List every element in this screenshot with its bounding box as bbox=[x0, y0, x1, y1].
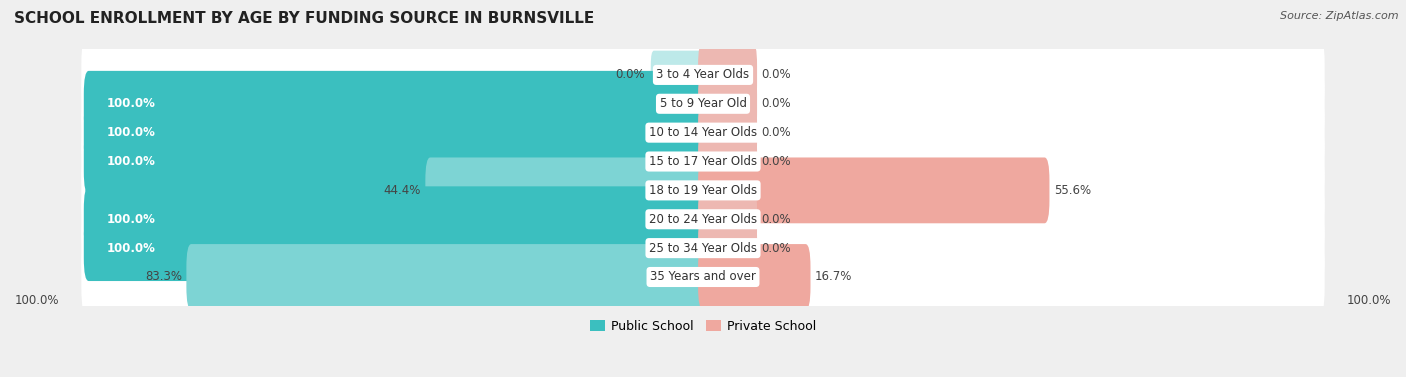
Text: 0.0%: 0.0% bbox=[762, 97, 792, 110]
Text: Source: ZipAtlas.com: Source: ZipAtlas.com bbox=[1281, 11, 1399, 21]
Text: 0.0%: 0.0% bbox=[762, 68, 792, 81]
FancyBboxPatch shape bbox=[84, 215, 707, 281]
Legend: Public School, Private School: Public School, Private School bbox=[585, 315, 821, 338]
Text: 100.0%: 100.0% bbox=[107, 242, 156, 254]
Text: 10 to 14 Year Olds: 10 to 14 Year Olds bbox=[650, 126, 756, 139]
Text: 100.0%: 100.0% bbox=[1347, 294, 1391, 307]
FancyBboxPatch shape bbox=[187, 244, 707, 310]
FancyBboxPatch shape bbox=[82, 59, 1324, 148]
FancyBboxPatch shape bbox=[699, 100, 756, 166]
Text: 0.0%: 0.0% bbox=[762, 155, 792, 168]
FancyBboxPatch shape bbox=[699, 129, 756, 195]
Text: 0.0%: 0.0% bbox=[762, 213, 792, 226]
Text: 83.3%: 83.3% bbox=[145, 270, 183, 284]
Text: 0.0%: 0.0% bbox=[762, 242, 792, 254]
Text: 55.6%: 55.6% bbox=[1053, 184, 1091, 197]
Text: 100.0%: 100.0% bbox=[107, 126, 156, 139]
Text: 44.4%: 44.4% bbox=[384, 184, 420, 197]
FancyBboxPatch shape bbox=[84, 186, 707, 252]
Text: 15 to 17 Year Olds: 15 to 17 Year Olds bbox=[650, 155, 756, 168]
FancyBboxPatch shape bbox=[82, 146, 1324, 235]
FancyBboxPatch shape bbox=[699, 244, 810, 310]
Text: 0.0%: 0.0% bbox=[762, 126, 792, 139]
FancyBboxPatch shape bbox=[82, 233, 1324, 322]
FancyBboxPatch shape bbox=[651, 51, 706, 99]
Text: 25 to 34 Year Olds: 25 to 34 Year Olds bbox=[650, 242, 756, 254]
Text: 16.7%: 16.7% bbox=[815, 270, 852, 284]
FancyBboxPatch shape bbox=[699, 71, 756, 137]
Text: 100.0%: 100.0% bbox=[107, 213, 156, 226]
Text: 0.0%: 0.0% bbox=[614, 68, 644, 81]
Text: 3 to 4 Year Olds: 3 to 4 Year Olds bbox=[657, 68, 749, 81]
Text: 35 Years and over: 35 Years and over bbox=[650, 270, 756, 284]
FancyBboxPatch shape bbox=[699, 215, 756, 281]
FancyBboxPatch shape bbox=[82, 88, 1324, 177]
FancyBboxPatch shape bbox=[84, 71, 707, 137]
FancyBboxPatch shape bbox=[82, 204, 1324, 293]
FancyBboxPatch shape bbox=[699, 42, 756, 108]
FancyBboxPatch shape bbox=[84, 100, 707, 166]
FancyBboxPatch shape bbox=[426, 158, 707, 223]
Text: 5 to 9 Year Old: 5 to 9 Year Old bbox=[659, 97, 747, 110]
FancyBboxPatch shape bbox=[82, 31, 1324, 120]
Text: 20 to 24 Year Olds: 20 to 24 Year Olds bbox=[650, 213, 756, 226]
Text: 100.0%: 100.0% bbox=[107, 155, 156, 168]
Text: 18 to 19 Year Olds: 18 to 19 Year Olds bbox=[650, 184, 756, 197]
FancyBboxPatch shape bbox=[82, 117, 1324, 206]
Text: 100.0%: 100.0% bbox=[107, 97, 156, 110]
FancyBboxPatch shape bbox=[699, 158, 1049, 223]
Text: SCHOOL ENROLLMENT BY AGE BY FUNDING SOURCE IN BURNSVILLE: SCHOOL ENROLLMENT BY AGE BY FUNDING SOUR… bbox=[14, 11, 595, 26]
FancyBboxPatch shape bbox=[82, 175, 1324, 264]
Text: 100.0%: 100.0% bbox=[15, 294, 59, 307]
FancyBboxPatch shape bbox=[699, 186, 756, 252]
FancyBboxPatch shape bbox=[84, 129, 707, 195]
